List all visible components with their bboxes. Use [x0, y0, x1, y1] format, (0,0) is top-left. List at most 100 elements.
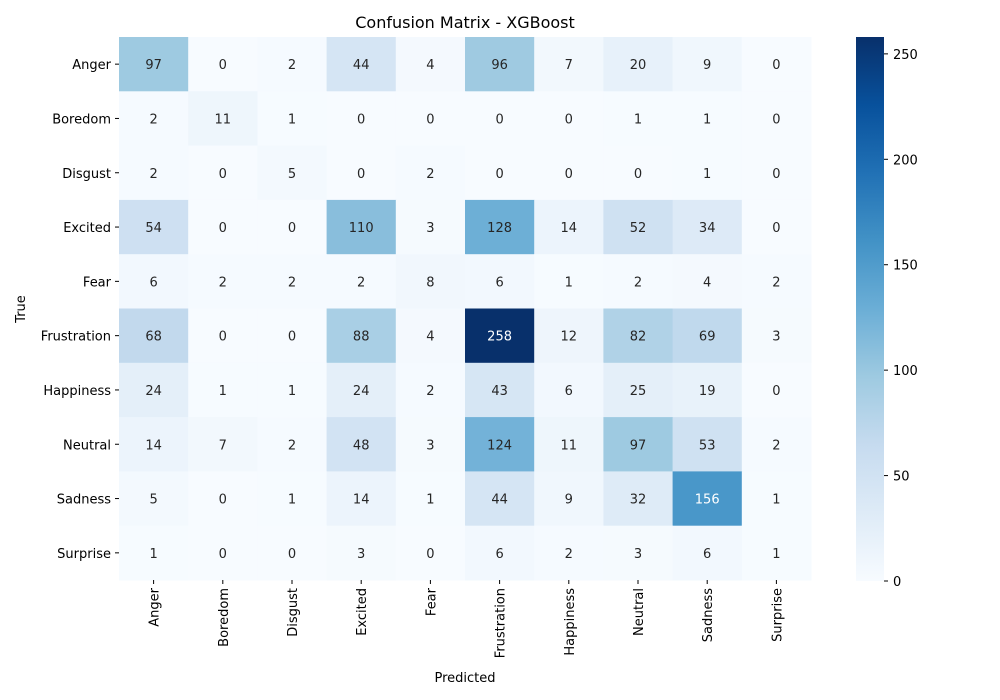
cell-value-label: 1 — [288, 493, 296, 508]
heatmap-cell — [257, 308, 328, 364]
heatmap-cell — [672, 254, 743, 309]
cell-value-label: 11 — [215, 112, 232, 127]
heatmap-cell — [603, 417, 674, 472]
cell-value-label: 7 — [565, 58, 573, 73]
y-tick-label: Fear — [83, 275, 112, 290]
cell-value-label: 97 — [145, 58, 162, 73]
heatmap-cell — [672, 37, 743, 92]
heatmap-cell — [257, 199, 328, 255]
heatmap-cell — [465, 254, 535, 309]
cell-value-label: 156 — [695, 493, 720, 508]
heatmap-cell — [119, 471, 189, 527]
heatmap-cell — [119, 362, 189, 418]
cell-value-label: 3 — [357, 547, 365, 562]
heatmap-cell — [395, 145, 466, 201]
cell-value-label: 2 — [772, 438, 780, 453]
cell-value-label: 19 — [699, 384, 716, 399]
cell-value-label: 2 — [149, 112, 157, 127]
heatmap-cell — [188, 417, 258, 472]
cell-value-label: 25 — [630, 384, 647, 399]
colorbar-tick-label: 150 — [893, 259, 918, 274]
cell-value-label: 0 — [772, 58, 780, 73]
heatmap-cell — [119, 145, 189, 201]
cell-value-label: 1 — [149, 547, 157, 562]
cell-value-label: 32 — [630, 493, 647, 508]
cell-value-label: 24 — [353, 384, 370, 399]
cell-value-label: 88 — [353, 330, 370, 345]
heatmap-cell — [257, 254, 328, 309]
cell-value-label: 6 — [703, 547, 711, 562]
cell-value-label: 6 — [495, 275, 503, 290]
x-axis-ticks: Anger Boredom Disgust Excited Fear Frustratio… — [148, 580, 785, 658]
heatmap-cell — [326, 417, 397, 472]
cell-value-label: 0 — [634, 167, 642, 182]
cell-value-label: 0 — [772, 221, 780, 236]
heatmap-cell — [534, 362, 604, 418]
heatmap-cell — [465, 199, 535, 255]
heatmap-cell — [672, 199, 743, 255]
heatmap-cells: 97 0 2 44 4 96 7 20 9 02 11 1 0 0 0 0 1 1 02 0 5 0 2 0 0 0 1 054 0 0 1… — [119, 37, 812, 581]
heatmap-cell — [672, 471, 743, 527]
heatmap-cell — [257, 471, 328, 527]
heatmap-cell — [534, 37, 604, 92]
cell-value-label: 258 — [487, 330, 512, 345]
x-tick-label: Neutral — [632, 588, 647, 636]
cell-value-label: 6 — [149, 275, 157, 290]
heatmap-cell — [395, 308, 466, 364]
cell-value-label: 8 — [426, 275, 434, 290]
cell-value-label: 69 — [699, 330, 716, 345]
cell-value-label: 0 — [219, 493, 227, 508]
heatmap-cell — [741, 308, 812, 364]
heatmap-cell — [465, 91, 535, 147]
cell-value-label: 2 — [426, 384, 434, 399]
heatmap-cell — [188, 37, 258, 92]
heatmap-cell — [395, 362, 466, 418]
cell-value-label: 0 — [288, 221, 296, 236]
cell-value-label: 0 — [426, 112, 434, 127]
cell-value-label: 1 — [219, 384, 227, 399]
cell-value-label: 3 — [426, 221, 434, 236]
y-tick-label: Boredom — [52, 112, 111, 127]
y-tick-label: Sadness — [57, 493, 111, 508]
y-tick-label: Neutral — [63, 438, 111, 453]
cell-value-label: 6 — [495, 547, 503, 562]
cell-value-label: 14 — [561, 221, 578, 236]
y-tick-label: Anger — [72, 58, 111, 73]
heatmap-cell — [603, 471, 674, 527]
heatmap-cell — [603, 199, 674, 255]
cell-value-label: 2 — [288, 275, 296, 290]
cell-value-label: 0 — [772, 167, 780, 182]
heatmap-cell — [188, 471, 258, 527]
heatmap-cell — [603, 362, 674, 418]
heatmap-cell — [257, 91, 328, 147]
cell-value-label: 0 — [219, 330, 227, 345]
heatmap-cell — [188, 254, 258, 309]
x-tick-label: Boredom — [217, 588, 232, 647]
heatmap-cell — [257, 145, 328, 201]
colorbar-ticks: 0 50 100 150 200 250 — [884, 48, 918, 590]
cell-value-label: 14 — [145, 438, 162, 453]
cell-value-label: 0 — [565, 167, 573, 182]
cell-value-label: 0 — [565, 112, 573, 127]
cell-value-label: 9 — [703, 58, 711, 73]
heatmap-cell — [326, 199, 397, 255]
heatmap-cell — [119, 91, 189, 147]
colorbar — [856, 37, 884, 581]
cell-value-label: 20 — [630, 58, 647, 73]
cell-value-label: 44 — [353, 58, 370, 73]
cell-value-label: 9 — [565, 493, 573, 508]
heatmap-cell — [257, 37, 328, 92]
x-tick-label: Sadness — [701, 588, 716, 642]
cell-value-label: 0 — [219, 167, 227, 182]
cell-value-label: 0 — [219, 58, 227, 73]
x-tick-label: Frustration — [494, 588, 509, 658]
heatmap-cell — [534, 91, 604, 147]
cell-value-label: 3 — [772, 330, 780, 345]
cell-value-label: 5 — [288, 167, 296, 182]
cell-value-label: 82 — [630, 330, 647, 345]
cell-value-label: 2 — [357, 275, 365, 290]
colorbar-tick-label: 200 — [893, 153, 918, 168]
cell-value-label: 48 — [353, 438, 370, 453]
heatmap-cell — [603, 145, 674, 201]
heatmap-cell — [188, 308, 258, 364]
